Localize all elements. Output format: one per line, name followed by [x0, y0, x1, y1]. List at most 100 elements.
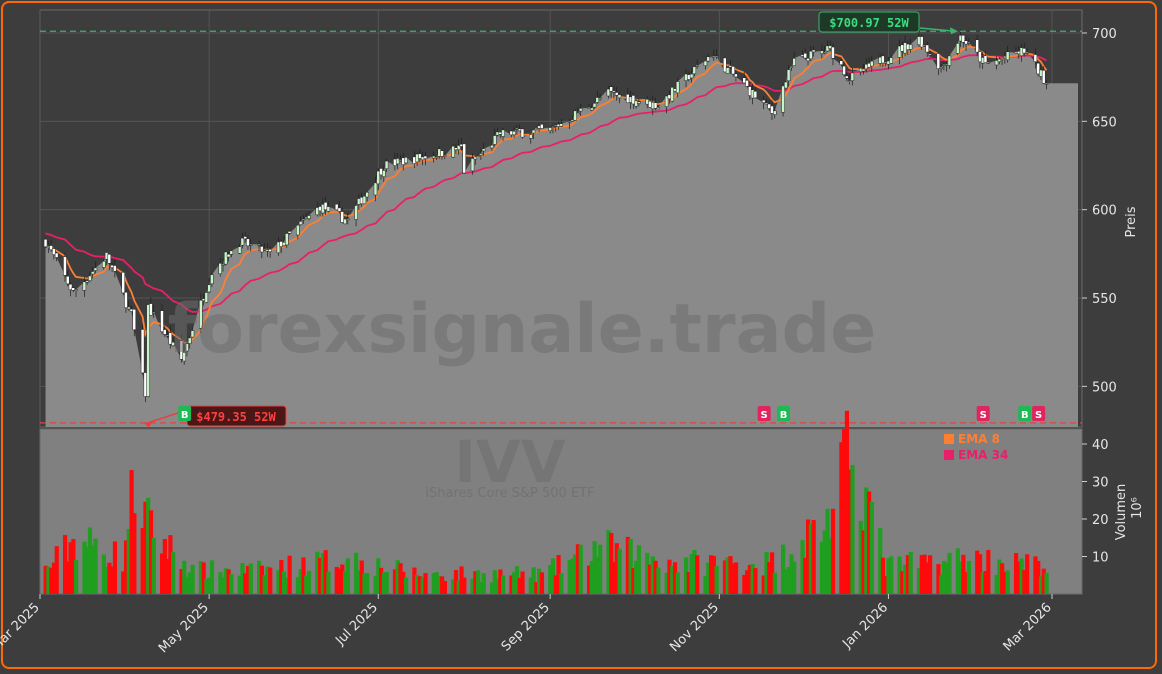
candle-body [376, 170, 381, 185]
candle-body [82, 281, 87, 291]
volume-bar [459, 566, 464, 594]
volume-bar [248, 563, 253, 594]
volume-bar [986, 549, 991, 594]
volume-bar [126, 529, 131, 594]
candle-body [49, 245, 53, 251]
volume-bar [825, 508, 830, 594]
volume-bar [190, 564, 195, 594]
candle-body [811, 49, 816, 53]
candle-body [43, 238, 48, 248]
volume-bar [132, 513, 137, 594]
volume-bar [54, 546, 59, 594]
volume-bar [858, 520, 863, 594]
candle-body [703, 60, 708, 66]
signal-marker-s [976, 406, 990, 421]
volume-bar [326, 571, 331, 594]
candle-body [889, 57, 893, 64]
signal-label: S [980, 410, 987, 421]
volume-bar [198, 561, 204, 594]
x-tick-label: May 2025 [156, 600, 212, 656]
volume-bar [420, 577, 425, 594]
candle-body [1005, 51, 1010, 61]
candle-body [847, 80, 852, 82]
candle-body [490, 144, 494, 149]
volume-axis-title: Volumen [1114, 484, 1129, 541]
volume-bar [878, 527, 883, 594]
candle-body [71, 287, 76, 291]
volume-bar [578, 544, 583, 594]
volume-bar [295, 577, 301, 594]
candle-body [384, 160, 389, 170]
candle-body [809, 50, 813, 60]
candle-body [240, 237, 245, 246]
candle-body [850, 72, 855, 81]
volume-bar [85, 546, 90, 594]
volume-bar [412, 567, 417, 594]
volume-bar [789, 554, 794, 594]
candle-body [631, 95, 636, 105]
volume-tick-label: 10 [1092, 551, 1109, 566]
volume-bar [442, 581, 447, 594]
volume-bar [828, 538, 833, 594]
candle-body [822, 51, 827, 54]
candle-body [614, 92, 619, 96]
candle-body [961, 35, 966, 43]
volume-bar [74, 559, 79, 594]
candle-body [276, 241, 281, 254]
volume-bar [842, 429, 847, 594]
volume-bar [182, 560, 187, 594]
volume-bar [880, 557, 886, 594]
volume-bar [714, 565, 719, 594]
volume-bar [473, 571, 478, 594]
volume-bar [356, 570, 362, 594]
volume-bar [803, 557, 808, 594]
volume-bar [509, 575, 514, 594]
52w-low-label: $479.35 52W [196, 410, 276, 424]
volume-bar [994, 574, 999, 594]
candle-body [714, 55, 719, 57]
candle-body [675, 81, 680, 94]
candle-body [839, 60, 844, 65]
candle-body [218, 263, 222, 274]
candle-body [257, 243, 261, 246]
volume-bar [51, 562, 57, 594]
signal-marker-b [178, 406, 192, 421]
y-tick-label: 600 [1092, 204, 1117, 219]
volume-bar [392, 569, 398, 594]
candle-body [423, 155, 428, 159]
candle-body [1033, 54, 1038, 62]
candle-body [986, 61, 990, 64]
ticker-subtitle: iShares Core S&P 500 ETF [425, 486, 594, 501]
volume-tick-label: 20 [1092, 513, 1109, 528]
signal-label: B [181, 410, 189, 421]
volume-bar [1041, 568, 1046, 594]
volume-bar [437, 576, 442, 594]
candle-body [761, 99, 766, 103]
volume-bar [944, 562, 949, 594]
candle-body [146, 304, 150, 397]
candle-body [434, 156, 439, 159]
volume-bar [764, 551, 769, 594]
volume-bar [711, 555, 716, 594]
candle-body [301, 218, 306, 221]
candle-body [570, 119, 575, 122]
volume-bar [456, 580, 461, 594]
candle-body [74, 289, 78, 291]
volume-bar [340, 564, 345, 594]
volume-bar [279, 560, 284, 594]
volume-bar [365, 572, 370, 594]
candle-body [246, 238, 250, 247]
volume-tick-label: 40 [1092, 438, 1109, 453]
volume-bar [318, 557, 323, 594]
candle-body [440, 150, 444, 157]
volume-bar [403, 577, 409, 594]
volume-bar [925, 562, 930, 594]
candle-body [734, 73, 738, 78]
candle-body [781, 85, 785, 113]
volume-bar [123, 540, 129, 594]
volume-bar [570, 558, 575, 594]
candle-body [168, 332, 173, 345]
volume-bar [614, 543, 619, 594]
candle-body [479, 153, 483, 156]
candle-body [529, 134, 533, 139]
